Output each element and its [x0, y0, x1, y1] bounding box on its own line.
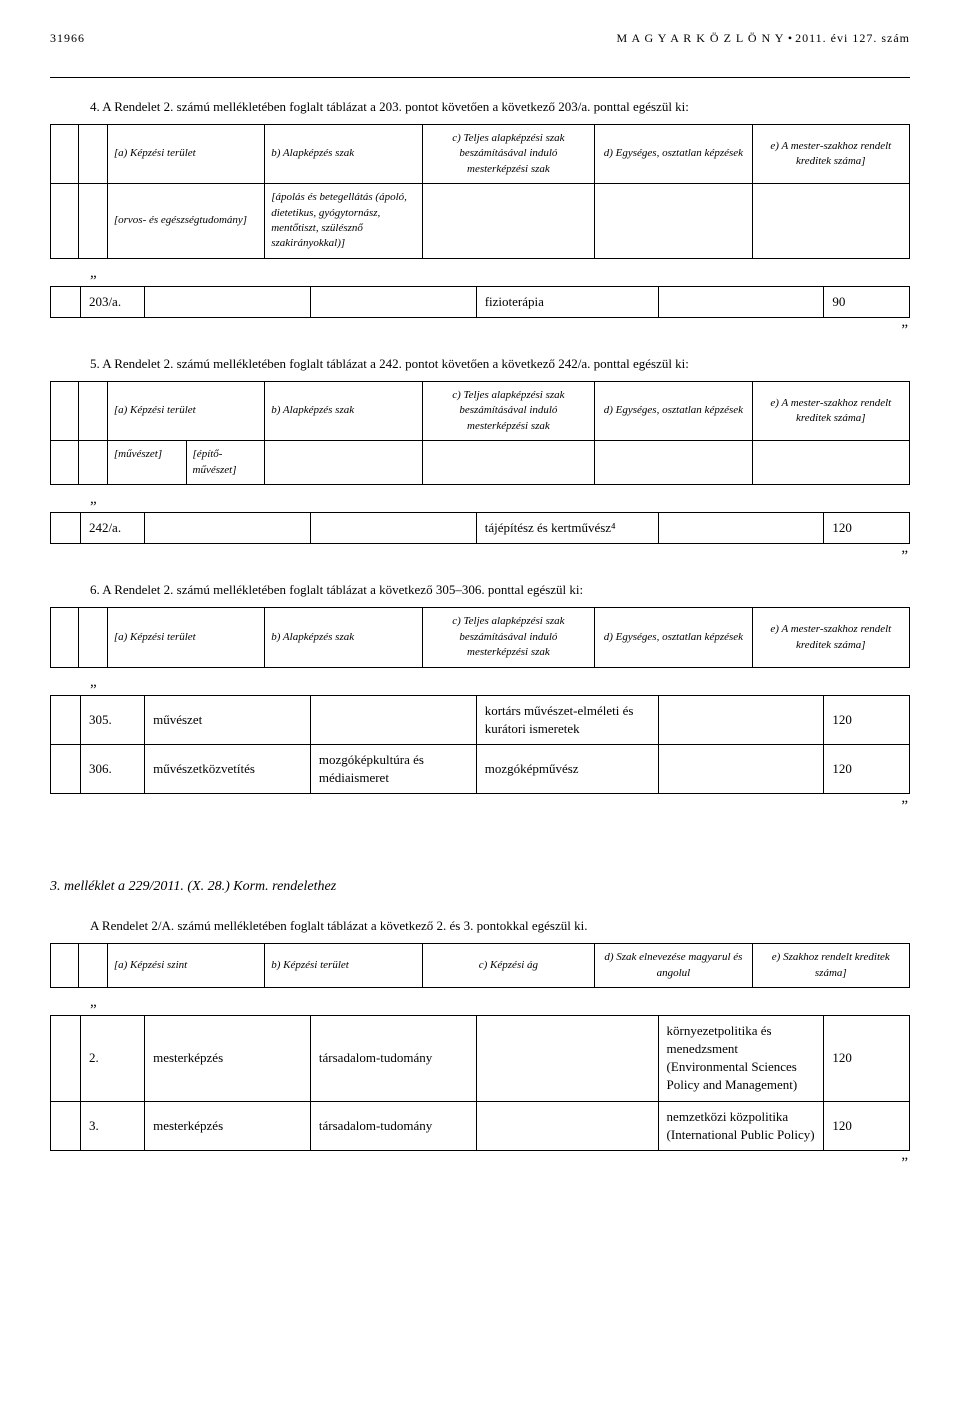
row-num: 203/a. — [80, 286, 144, 317]
col-a-head: [a) Képzési terület — [107, 124, 264, 183]
section4-data-table: 203/a. fizioterápia 90 — [50, 286, 910, 318]
sub-a: [orvos- és egészségtudomány] — [107, 184, 264, 259]
sub-a1: [művészet] — [108, 441, 187, 484]
section6-data-table: 305. művészet kortárs művészet-elméleti … — [50, 695, 910, 795]
col-d-head: d) Egységes, osztatlan képzések — [595, 124, 752, 183]
open-quote: „ — [90, 263, 910, 284]
row-e: 90 — [824, 286, 910, 317]
section4-intro: 4. A Rendelet 2. számú mellékletében fog… — [90, 98, 910, 116]
sub-b: [ápolás és betegellátás (ápoló, dietetik… — [265, 184, 422, 259]
col-b-head: b) Alapképzés szak — [265, 124, 422, 183]
table-row: 306. művészetközvetítés mozgóképkultúra … — [51, 744, 910, 793]
table-row: 3. mesterképzés társadalom-tudomány nemz… — [51, 1101, 910, 1150]
section5-header-table: [a) Képzési terület b) Alapképzés szak c… — [50, 381, 910, 485]
table-row: 2. mesterképzés társadalom-tudomány körn… — [51, 1015, 910, 1101]
section6-intro: 6. A Rendelet 2. számú mellékletében fog… — [90, 581, 910, 599]
table-row: 305. művészet kortárs művészet-elméleti … — [51, 695, 910, 744]
col-e-head: e) A mester-szakhoz rendelt kreditek szá… — [752, 124, 909, 183]
annex3-header-table: [a) Képzési szint b) Képzési terület c) … — [50, 943, 910, 988]
publication-title: M A G Y A R K Ö Z L Ö N Y • 2011. évi 12… — [616, 30, 910, 47]
section5-intro: 5. A Rendelet 2. számú mellékletében fog… — [90, 355, 910, 373]
page-number: 31966 — [50, 30, 85, 47]
page-header: 31966 M A G Y A R K Ö Z L Ö N Y • 2011. … — [50, 30, 910, 47]
section6-header-table: [a) Képzési terület b) Alapképzés szak c… — [50, 607, 910, 667]
close-quote: ” — [50, 320, 908, 341]
annex3-data-table: 2. mesterképzés társadalom-tudomány körn… — [50, 1015, 910, 1151]
section5-data-table: 242/a. tájépítész és kertművész⁴ 120 — [50, 512, 910, 544]
sub-a2: [építő-művészet] — [187, 441, 265, 484]
row-c: fizioterápia — [476, 286, 658, 317]
col-c-head: c) Teljes alapképzési szak beszámításáva… — [422, 124, 595, 183]
section4-header-table: [a) Képzési terület b) Alapképzés szak c… — [50, 124, 910, 259]
annex3-title: 3. melléklet a 229/2011. (X. 28.) Korm. … — [50, 877, 910, 897]
annex3-sub: A Rendelet 2/A. számú mellékletében fogl… — [90, 917, 910, 935]
